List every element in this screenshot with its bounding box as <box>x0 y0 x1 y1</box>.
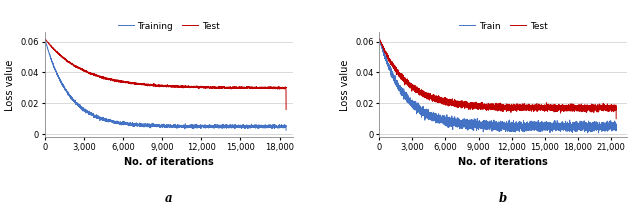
Test <box>193 86 201 88</box>
Training <box>275 126 282 128</box>
Legend: Training, Test: Training, Test <box>114 18 223 34</box>
Test <box>275 86 282 89</box>
Line: Test: Test <box>380 39 616 119</box>
Training <box>244 126 252 128</box>
Test <box>114 80 122 82</box>
X-axis label: No. of iterations: No. of iterations <box>124 158 214 167</box>
Test <box>120 81 128 83</box>
Legend: Train, Test: Train, Test <box>456 18 551 34</box>
Test <box>191 86 198 88</box>
Train <box>612 129 620 131</box>
Test <box>442 99 450 101</box>
Line: Test: Test <box>45 39 286 109</box>
Test <box>612 117 620 120</box>
Train <box>567 124 575 126</box>
Training <box>193 125 201 128</box>
Train <box>504 127 512 129</box>
Test <box>556 105 564 107</box>
Test <box>282 108 290 111</box>
Train <box>556 126 564 128</box>
Test <box>244 87 252 89</box>
Train <box>449 123 457 125</box>
Test <box>41 37 49 40</box>
Train <box>376 37 383 40</box>
Text: a: a <box>165 192 173 202</box>
Train <box>442 118 450 121</box>
Test <box>567 108 575 110</box>
Training <box>191 124 198 127</box>
Training <box>114 121 122 124</box>
Train <box>578 124 586 126</box>
Line: Training: Training <box>45 39 286 130</box>
Line: Train: Train <box>380 39 616 133</box>
Training <box>120 122 128 124</box>
Test <box>449 100 457 103</box>
Training <box>282 129 290 131</box>
Test <box>376 37 383 40</box>
Y-axis label: Loss value: Loss value <box>5 59 15 110</box>
Train <box>595 132 602 134</box>
Test <box>504 103 512 105</box>
X-axis label: No. of iterations: No. of iterations <box>458 158 548 167</box>
Training <box>41 37 49 40</box>
Y-axis label: Loss value: Loss value <box>340 59 349 110</box>
Test <box>578 108 586 110</box>
Text: b: b <box>499 192 508 202</box>
